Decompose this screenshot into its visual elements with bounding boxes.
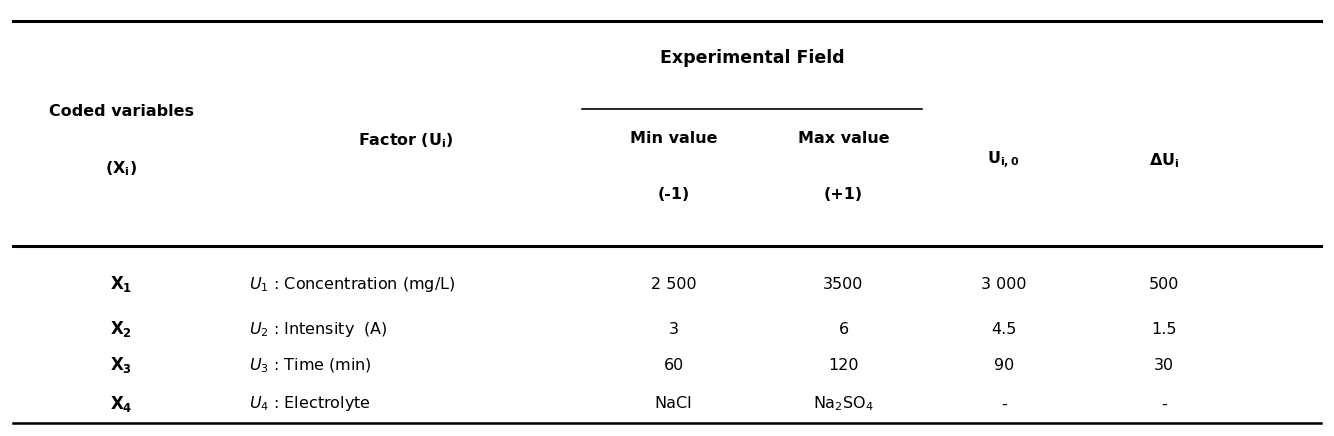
Text: (-1): (-1) (658, 187, 690, 202)
Text: 30: 30 (1154, 358, 1174, 373)
Text: NaCl: NaCl (655, 396, 692, 412)
Text: 2 500: 2 500 (651, 277, 696, 292)
Text: 6: 6 (839, 322, 848, 337)
Text: $\mathbf{X_1}$: $\mathbf{X_1}$ (111, 274, 132, 294)
Text: $U_2$ : Intensity  (A): $U_2$ : Intensity (A) (248, 320, 387, 339)
Text: $U_4$ : Electrolyte: $U_4$ : Electrolyte (248, 395, 371, 413)
Text: 500: 500 (1149, 277, 1179, 292)
Text: (+1): (+1) (824, 187, 863, 202)
Text: 60: 60 (663, 358, 683, 373)
Text: $\mathbf{(X_i)}$: $\mathbf{(X_i)}$ (105, 160, 137, 178)
Text: -: - (1161, 396, 1167, 412)
Text: 3 000: 3 000 (980, 277, 1026, 292)
Text: Na$_2$SO$_4$: Na$_2$SO$_4$ (812, 395, 874, 413)
Text: 3: 3 (668, 322, 679, 337)
Text: 1.5: 1.5 (1151, 322, 1177, 337)
Text: $U_3$ : Time (min): $U_3$ : Time (min) (248, 356, 372, 375)
Text: 90: 90 (994, 358, 1014, 373)
Text: $\mathbf{X_2}$: $\mathbf{X_2}$ (111, 319, 132, 339)
Text: Coded variables: Coded variables (49, 104, 193, 119)
Text: $\mathbf{\Delta U_i}$: $\mathbf{\Delta U_i}$ (1149, 151, 1179, 170)
Text: 120: 120 (828, 358, 859, 373)
Text: 3500: 3500 (823, 277, 863, 292)
Text: $\mathbf{X_4}$: $\mathbf{X_4}$ (109, 394, 132, 414)
Text: Experimental Field: Experimental Field (660, 49, 844, 67)
Text: Max value: Max value (798, 131, 890, 146)
Text: -: - (1000, 396, 1007, 412)
Text: 4.5: 4.5 (991, 322, 1017, 337)
Text: $U_1$ : Concentration (mg/L): $U_1$ : Concentration (mg/L) (248, 275, 455, 294)
Text: $\mathbf{U_{i,0}}$: $\mathbf{U_{i,0}}$ (987, 150, 1021, 171)
Text: $\mathbf{X_3}$: $\mathbf{X_3}$ (111, 355, 132, 375)
Text: Min value: Min value (630, 131, 718, 146)
Text: $\mathbf{Factor\ (U_i)}$: $\mathbf{Factor\ (U_i)}$ (358, 132, 454, 150)
